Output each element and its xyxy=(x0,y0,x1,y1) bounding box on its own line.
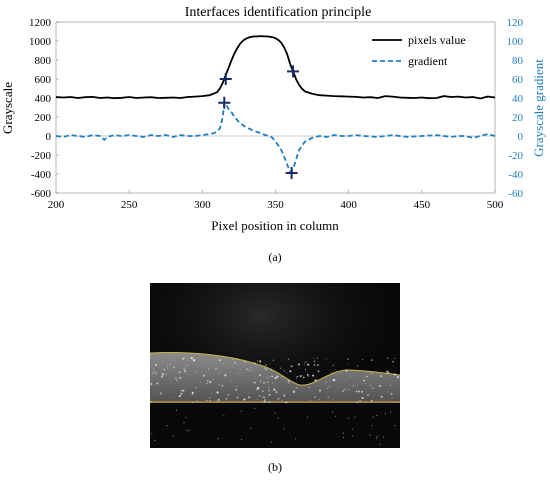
chart-title: Interfaces identification principle xyxy=(185,5,372,20)
caption-a: (a) xyxy=(268,250,282,264)
interface-marker xyxy=(218,96,231,109)
y-tick-label: 400 xyxy=(35,93,52,105)
y-tick-label: 1000 xyxy=(29,36,52,48)
y2-axis-label: Grayscale gradient xyxy=(531,59,546,157)
interface-marker xyxy=(219,73,232,85)
y-tick-label: 800 xyxy=(35,55,52,67)
x-axis-label: Pixel position in column xyxy=(211,218,339,233)
y-tick-label: -200 xyxy=(31,150,52,162)
plot-area xyxy=(55,21,496,194)
speckle-noise xyxy=(150,357,400,445)
y2-tick-label: 0 xyxy=(518,131,524,143)
y2-axis-ticks: -60 -40 -20 0 20 40 60 80 100 120 xyxy=(507,17,524,200)
y-tick-label: 1200 xyxy=(29,17,52,29)
y-tick-label: 600 xyxy=(35,74,52,86)
y2-tick-label: -40 xyxy=(508,169,523,181)
legend-label-pixels: pixels value xyxy=(408,33,466,47)
y2-tick-label: 60 xyxy=(512,74,524,86)
y2-tick-label: 100 xyxy=(507,36,524,48)
oct-image-drawing xyxy=(150,283,400,448)
x-tick-label: 300 xyxy=(194,199,211,211)
x-tick-label: 450 xyxy=(414,199,431,211)
interface-marker xyxy=(285,167,298,180)
series-line-gradient xyxy=(55,101,496,174)
y2-tick-label: -20 xyxy=(508,150,523,162)
series-layer xyxy=(55,35,496,174)
interface-marker xyxy=(287,65,300,78)
caption-b: (b) xyxy=(268,460,282,474)
x-tick-label: 400 xyxy=(340,199,357,211)
x-tick-label: 350 xyxy=(267,199,284,211)
upper-interface-line xyxy=(150,352,400,386)
chart-legend: pixels value gradient xyxy=(372,33,466,68)
y-axis-label: Grayscale xyxy=(0,82,15,134)
y2-tick-label: 80 xyxy=(512,55,524,67)
line-chart: Interfaces identification principle -600… xyxy=(0,5,546,233)
y-tick-label: -600 xyxy=(31,188,52,200)
y-tick-label: -400 xyxy=(31,169,52,181)
oct-image xyxy=(150,283,400,448)
x-tick-label: 200 xyxy=(48,199,65,211)
y2-tick-label: 20 xyxy=(512,112,524,124)
x-tick-label: 500 xyxy=(487,199,504,211)
marker-layer xyxy=(218,65,300,180)
y2-tick-label: 120 xyxy=(507,17,524,29)
y-axis-ticks: -600 -400 -200 0 200 400 600 800 1000 1200 xyxy=(29,17,59,200)
x-tick-label: 250 xyxy=(121,199,138,211)
x-axis-ticks: 200 250 300 350 400 450 500 xyxy=(48,190,504,211)
legend-label-gradient: gradient xyxy=(408,54,448,68)
y-tick-label: 0 xyxy=(46,131,52,143)
series-line-pixels-value xyxy=(55,35,496,100)
y-tick-label: 200 xyxy=(35,112,52,124)
y2-tick-label: 40 xyxy=(512,93,524,105)
y2-tick-label: -60 xyxy=(508,188,523,200)
